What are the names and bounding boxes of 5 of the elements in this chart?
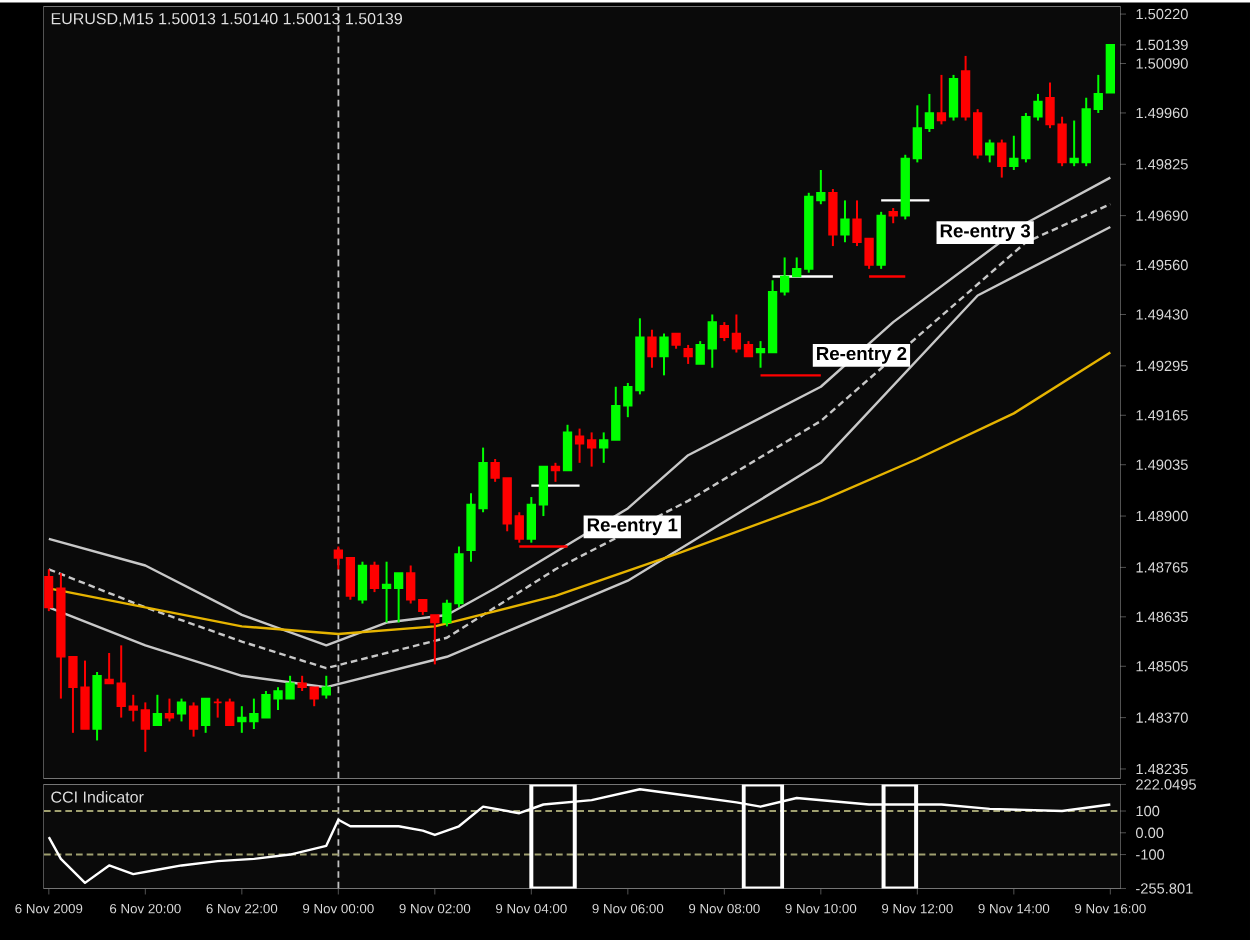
annotation: Re-entry 3 [940, 224, 1031, 241]
chart-title: EURUSD,M15 1.50013 1.50140 1.50013 1.50139 [51, 12, 402, 26]
annotation: Re-entry 2 [817, 346, 907, 364]
chart-title: CCI Indicator [51, 790, 144, 803]
annotation: Re-entry 1 [587, 518, 678, 535]
